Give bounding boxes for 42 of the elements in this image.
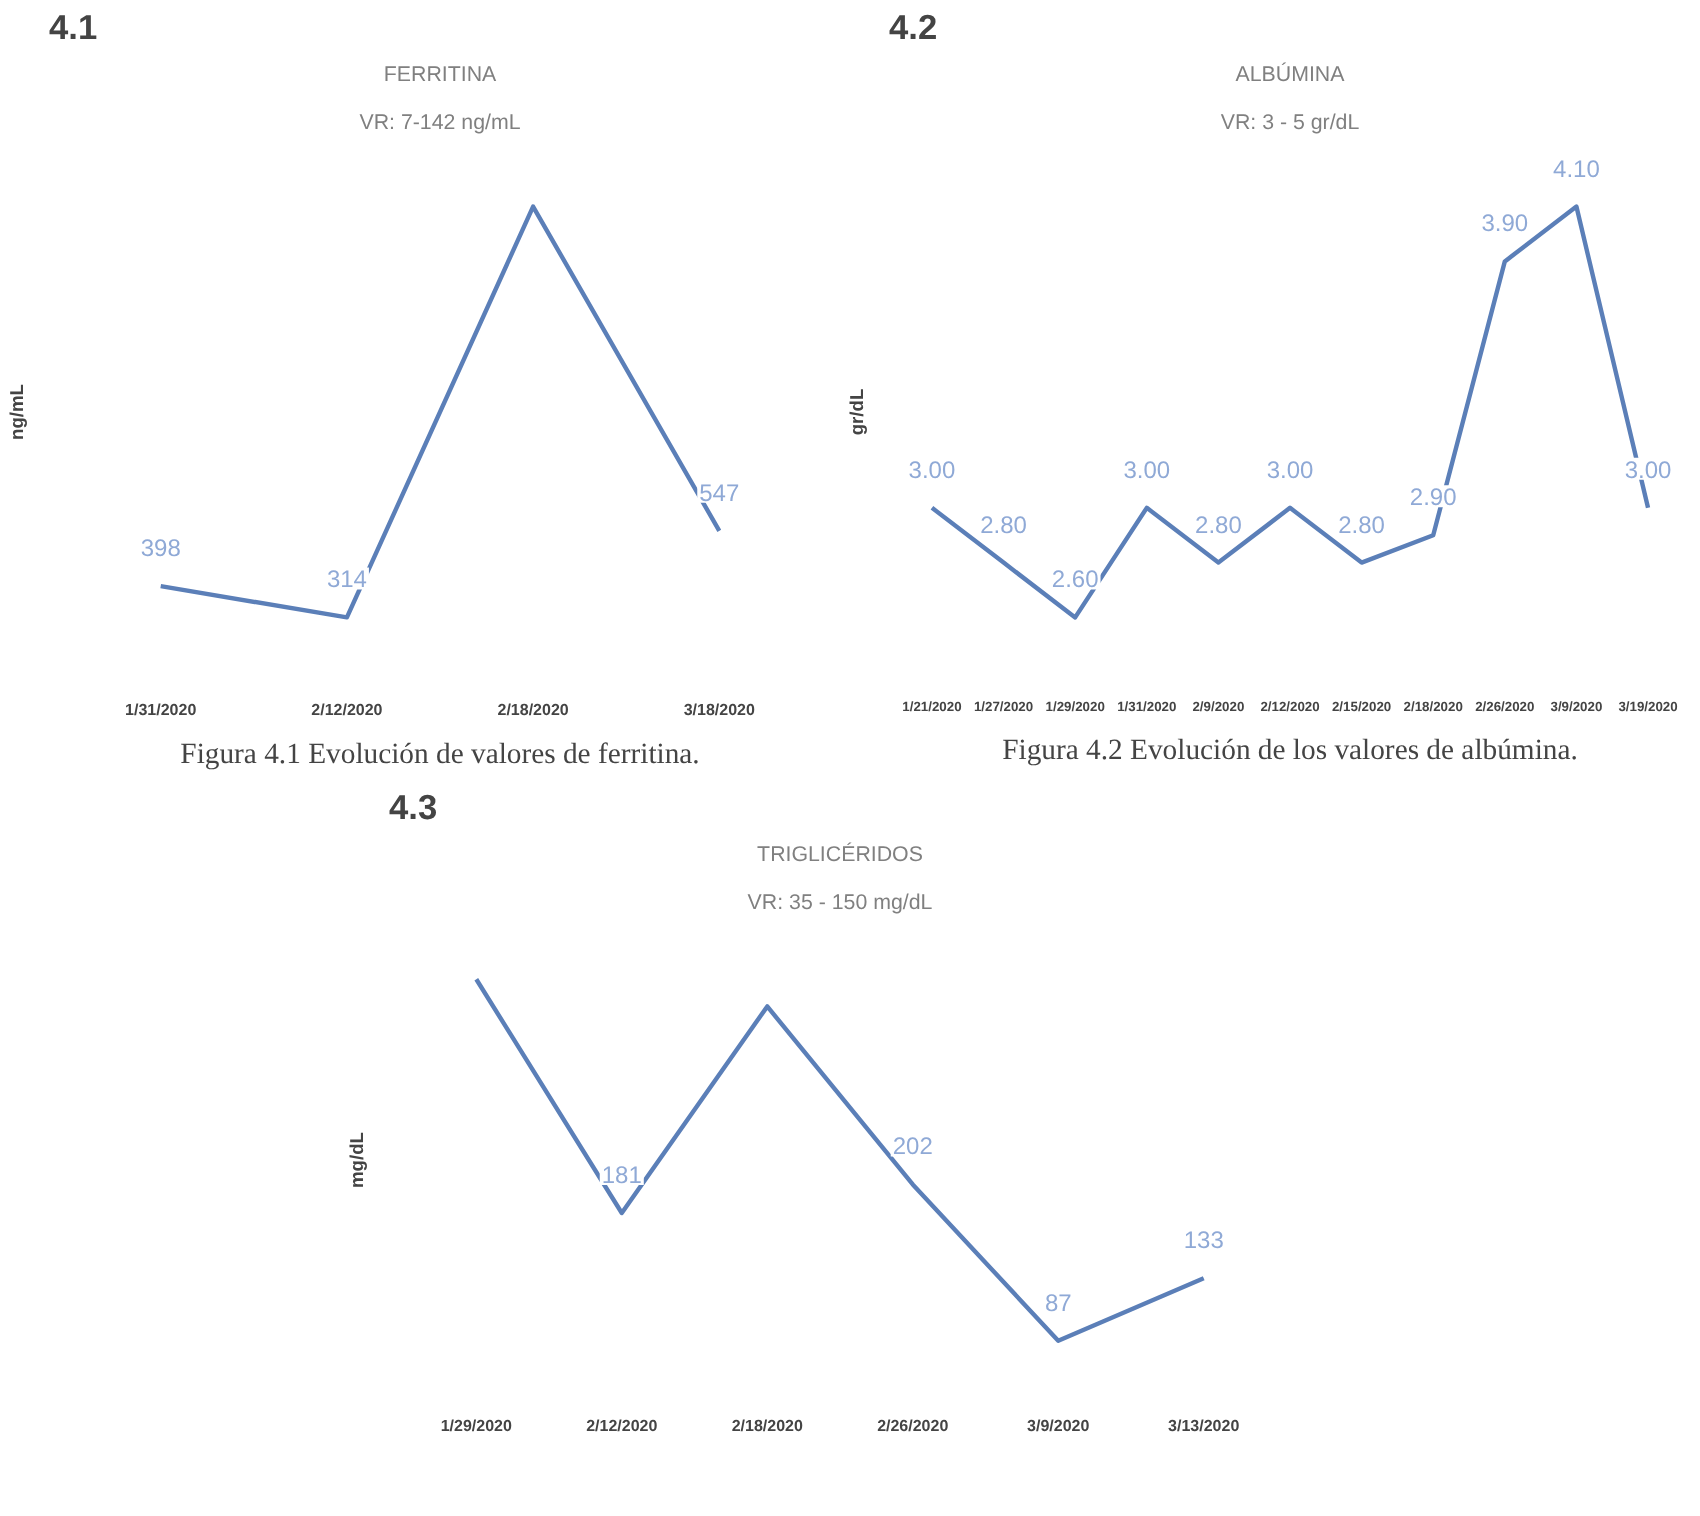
x-tick-label: 2/26/2020 (877, 1417, 950, 1435)
data-label: 3.90 (1481, 209, 1529, 238)
data-label: 3.00 (908, 455, 956, 484)
chart-title: FERRITINA (383, 63, 499, 87)
data-label: 2.80 (1195, 510, 1243, 539)
text: 4.2 (889, 7, 938, 47)
data-label: 3.00 (1266, 455, 1315, 484)
y-axis-title: ng/mL (7, 383, 27, 440)
chart-subtitle: VR: 35 - 150 mg/dL (747, 891, 933, 915)
y-axis-title: mg/dL (347, 1131, 367, 1188)
data-label: 314 (326, 565, 368, 594)
chart-subtitle: VR: 3 - 5 gr/dL (1220, 111, 1360, 135)
data-label: 202 (892, 1132, 934, 1161)
x-tick-label: 2/18/2020 (731, 1417, 804, 1435)
data-label: 2.80 (980, 510, 1028, 539)
data-label: 3.00 (1624, 455, 1673, 484)
data-label: 181 (601, 1161, 643, 1190)
x-tick-label: 3/13/2020 (1168, 1417, 1241, 1435)
x-tick-label: 2/18/2020 (497, 701, 570, 719)
x-tick-label: 3/18/2020 (683, 701, 756, 719)
x-tick-label: 1/31/2020 (125, 701, 198, 719)
text: Figura 4.1 Evolución de valores de ferritina. (180, 739, 700, 771)
chart-subtitle: VR: 7-142 ng/mL (359, 111, 521, 135)
chart-title: ALBÚMINA (1235, 61, 1347, 87)
data-label: 2.60 (1051, 565, 1100, 594)
chart-title: TRIGLICÉRIDOS (757, 841, 923, 867)
data-label: 398 (140, 534, 182, 563)
text: 4.3 (389, 787, 438, 827)
data-label: 547 (699, 478, 740, 507)
data-label: 133 (1183, 1226, 1225, 1255)
x-tick-label: 2/12/2020 (311, 701, 384, 719)
data-label: 3.00 (1123, 455, 1171, 484)
data-label: 4.10 (1553, 154, 1601, 183)
x-tick-label: 2/12/2020 (586, 1417, 659, 1435)
data-label: 2.80 (1338, 510, 1386, 539)
y-axis-title: gr/dL (847, 388, 867, 436)
x-tick-label: 1/29/2020 (440, 1417, 513, 1435)
text: Figura 4.2 Evolución de los valores de albúmina. (1002, 735, 1578, 767)
x-tick-label: 3/9/2020 (1027, 1417, 1091, 1435)
data-label: 87 (1044, 1288, 1073, 1317)
text: 4.1 (49, 7, 98, 47)
data-label: 2.90 (1409, 483, 1458, 512)
